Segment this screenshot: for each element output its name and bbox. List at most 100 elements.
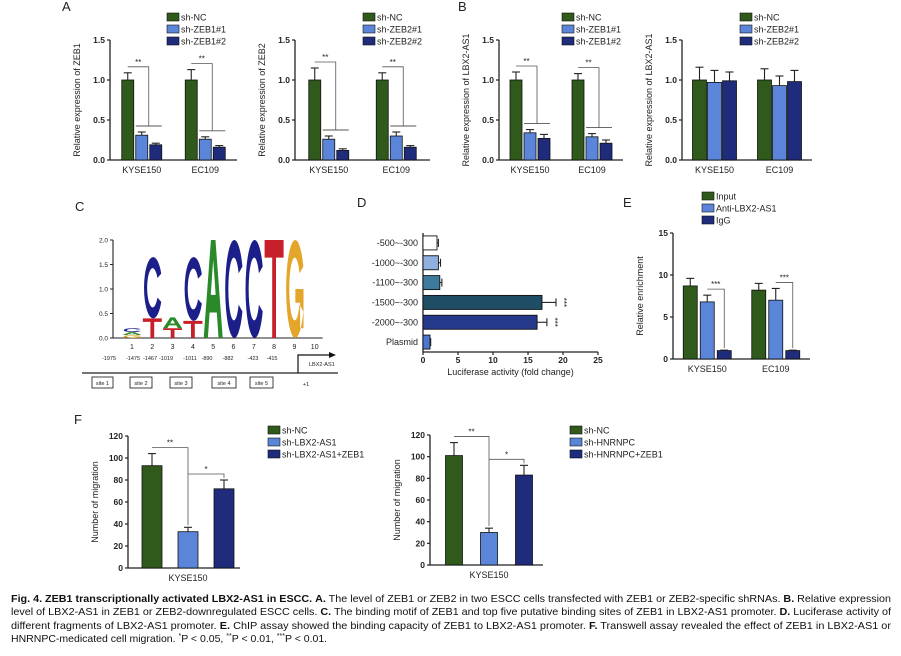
y-tick-label: 1.5 bbox=[99, 262, 108, 269]
legend-swatch bbox=[739, 36, 753, 46]
bar-sh-zeb1-1 bbox=[585, 136, 599, 161]
legend-label: sh-ZEB2#2 bbox=[377, 37, 422, 47]
site-coordinate: -890 bbox=[201, 356, 212, 362]
logo-letter-c-icon bbox=[245, 240, 263, 338]
legend-label: sh-LBX2-AS1 bbox=[282, 438, 337, 448]
y-tick-label: 0.0 bbox=[99, 336, 108, 343]
site-box bbox=[129, 376, 153, 389]
significance-bracket bbox=[152, 447, 189, 526]
bar-sh-zeb2-1 bbox=[772, 85, 787, 161]
caption-text: P < 0.01. bbox=[284, 633, 328, 646]
legend-swatch bbox=[267, 425, 281, 435]
legend-swatch bbox=[561, 12, 575, 22]
significance-label: * bbox=[204, 465, 207, 474]
bar-sh-hnrnpc bbox=[480, 532, 498, 566]
logo-letter-a-icon bbox=[122, 332, 142, 336]
legend-label: sh-ZEB2#1 bbox=[377, 25, 422, 35]
legend-label: sh-ZEB1#2 bbox=[576, 37, 621, 47]
y-tick-label: 1.5 bbox=[482, 35, 494, 45]
bar-sh-zeb2-1 bbox=[707, 82, 722, 161]
significance-label: * bbox=[505, 450, 508, 459]
y-tick-label: 1.5 bbox=[278, 35, 290, 45]
y-tick-label: 0.5 bbox=[665, 115, 677, 125]
caption-text: P < 0.01, bbox=[231, 633, 277, 646]
bar-sh-zeb2-2 bbox=[787, 81, 802, 161]
y-tick-label: 0 bbox=[118, 563, 123, 573]
logo-letter-c-icon bbox=[123, 328, 141, 333]
caption-line: different fragments of LBX2-AS1 promoter… bbox=[11, 620, 891, 633]
y-tick-label: 40 bbox=[416, 517, 426, 527]
bar-sh-nc bbox=[375, 79, 389, 161]
site-label: site 1 bbox=[96, 381, 109, 387]
y-axis-label: Number of migration bbox=[90, 461, 100, 543]
x-tick-label: 0 bbox=[421, 355, 426, 365]
logo-letter-c-icon bbox=[225, 240, 243, 338]
y-tick-label: 5 bbox=[663, 312, 668, 322]
bar-sh-zeb1-2 bbox=[149, 144, 163, 161]
arrowhead-icon bbox=[329, 352, 336, 358]
logo-letter-c-icon bbox=[144, 257, 162, 319]
bar-input bbox=[751, 289, 767, 360]
y-axis-label: Relative expression of ZEB2 bbox=[257, 43, 267, 157]
bar bbox=[422, 275, 441, 291]
caption-text: HNRNPC-medicated cell migration. bbox=[11, 633, 179, 646]
caption-text: Luciferase activity of bbox=[790, 606, 891, 619]
y-tick-label: 20 bbox=[114, 541, 124, 551]
position-label: 10 bbox=[311, 344, 319, 351]
bar-sh-zeb2-1 bbox=[322, 138, 336, 161]
x-axis-label: Luciferase activity (fold change) bbox=[447, 367, 574, 377]
significance-label: ** bbox=[167, 439, 173, 448]
panel-label-b: B bbox=[458, 0, 467, 14]
legend-swatch bbox=[362, 12, 376, 22]
legend-label: Anti-LBX2-AS1 bbox=[716, 204, 777, 214]
legend-swatch bbox=[569, 425, 583, 435]
caption-bold-text: A. bbox=[315, 593, 326, 605]
y-tick-label: 80 bbox=[114, 475, 124, 485]
y-tick-label: 0.5 bbox=[93, 115, 105, 125]
y-tick-label: 40 bbox=[114, 519, 124, 529]
logo-letter-t-icon bbox=[142, 318, 162, 338]
site-box bbox=[169, 376, 193, 389]
y-tick-label: 60 bbox=[114, 497, 124, 507]
y-tick-label: 80 bbox=[416, 473, 426, 483]
caption-bold-text: Fig. 4. ZEB1 transcriptionally activated… bbox=[11, 593, 313, 605]
significance-label: ** bbox=[199, 55, 205, 64]
caption-bold-text: D. bbox=[779, 606, 791, 619]
y-tick-label: 60 bbox=[416, 495, 426, 505]
position-label: 2 bbox=[150, 344, 154, 351]
position-label: 6 bbox=[232, 344, 236, 351]
y-tick-label: -2000~-300 bbox=[372, 317, 418, 327]
position-label: 9 bbox=[292, 344, 296, 351]
site-label: site 2 bbox=[134, 381, 147, 387]
legend-swatch bbox=[701, 203, 715, 213]
gene-label: LBX2-AS1 bbox=[309, 362, 335, 368]
caption-text: *** bbox=[276, 633, 285, 641]
significance-label: ** bbox=[390, 58, 396, 67]
legend-swatch bbox=[166, 24, 180, 34]
bar-sh-zeb2-2 bbox=[336, 149, 350, 161]
significance-label: *** bbox=[711, 280, 720, 289]
bar-sh-hnrnpc-zeb1 bbox=[515, 474, 533, 566]
significance-bracket bbox=[314, 61, 337, 130]
y-tick-label: 100 bbox=[109, 453, 123, 463]
tss-arrow-icon bbox=[297, 354, 330, 373]
y-tick-label: 15 bbox=[659, 228, 669, 238]
significance-label: *** bbox=[780, 273, 789, 282]
bar-sh-nc bbox=[757, 79, 772, 161]
panel-label-f: F bbox=[74, 412, 82, 427]
legend-swatch bbox=[739, 12, 753, 22]
site-coordinate: -1011 bbox=[183, 356, 197, 362]
caption-text: Transwell assay revealed the effect of Z… bbox=[597, 619, 892, 632]
y-tick-label: -500~-300 bbox=[377, 238, 418, 248]
legend-swatch bbox=[701, 215, 715, 225]
significance-bracket bbox=[516, 65, 538, 124]
position-label: 1 bbox=[130, 344, 134, 351]
legend-swatch bbox=[569, 437, 583, 447]
legend-swatch bbox=[561, 36, 575, 46]
bar bbox=[422, 334, 431, 350]
significance-bracket bbox=[382, 66, 404, 126]
bar-igg bbox=[716, 350, 732, 360]
site-label: site 3 bbox=[174, 381, 187, 387]
significance-label: ** bbox=[585, 59, 591, 68]
x-tick-label: KYSE150 bbox=[510, 165, 549, 175]
